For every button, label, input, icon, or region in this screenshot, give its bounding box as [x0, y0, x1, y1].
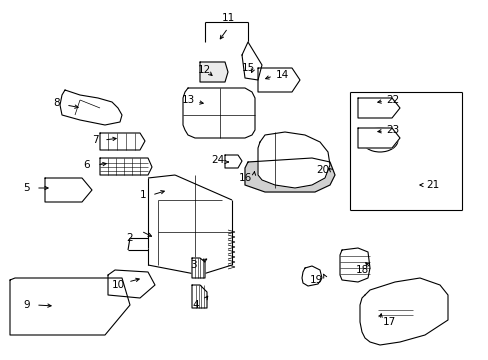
Polygon shape	[200, 62, 227, 82]
Text: 14: 14	[275, 70, 288, 80]
Text: 21: 21	[426, 180, 439, 190]
Polygon shape	[244, 158, 334, 192]
Text: 18: 18	[355, 265, 368, 275]
Polygon shape	[302, 266, 321, 286]
Bar	[377, 300, 412, 322]
Text: 13: 13	[181, 95, 194, 105]
Polygon shape	[100, 158, 152, 175]
Text: 9: 9	[23, 300, 30, 310]
Polygon shape	[108, 270, 155, 298]
Text: 8: 8	[54, 98, 60, 108]
Polygon shape	[60, 90, 122, 125]
Polygon shape	[258, 68, 299, 92]
Bar	[203, 64, 221, 78]
Text: 22: 22	[386, 95, 399, 105]
Text: 23: 23	[386, 125, 399, 135]
Polygon shape	[100, 133, 145, 150]
Bar	[62, 292, 80, 314]
Polygon shape	[258, 132, 329, 188]
Text: 16: 16	[238, 173, 251, 183]
Bar	[381, 308, 409, 318]
Text: 7: 7	[92, 135, 98, 145]
Text: 4: 4	[192, 300, 199, 310]
Text: 11: 11	[221, 13, 234, 23]
Polygon shape	[339, 248, 369, 282]
Polygon shape	[10, 278, 130, 335]
Polygon shape	[192, 285, 206, 308]
Text: 24: 24	[211, 155, 224, 165]
Text: 1: 1	[140, 190, 146, 200]
Polygon shape	[45, 178, 92, 202]
Polygon shape	[242, 42, 262, 80]
Text: 19: 19	[309, 275, 322, 285]
Text: 20: 20	[316, 165, 329, 175]
Text: 15: 15	[241, 63, 254, 73]
Polygon shape	[183, 88, 254, 138]
Polygon shape	[192, 258, 204, 278]
FancyBboxPatch shape	[27, 287, 57, 319]
Polygon shape	[359, 278, 447, 345]
Text: 10: 10	[111, 280, 124, 290]
Polygon shape	[357, 98, 399, 118]
Text: 12: 12	[197, 65, 210, 75]
Polygon shape	[224, 155, 242, 168]
Text: 17: 17	[382, 317, 395, 327]
Text: 2: 2	[126, 233, 133, 243]
Text: 3: 3	[189, 260, 196, 270]
Polygon shape	[357, 128, 399, 148]
Text: 6: 6	[83, 160, 90, 170]
Text: 5: 5	[22, 183, 29, 193]
